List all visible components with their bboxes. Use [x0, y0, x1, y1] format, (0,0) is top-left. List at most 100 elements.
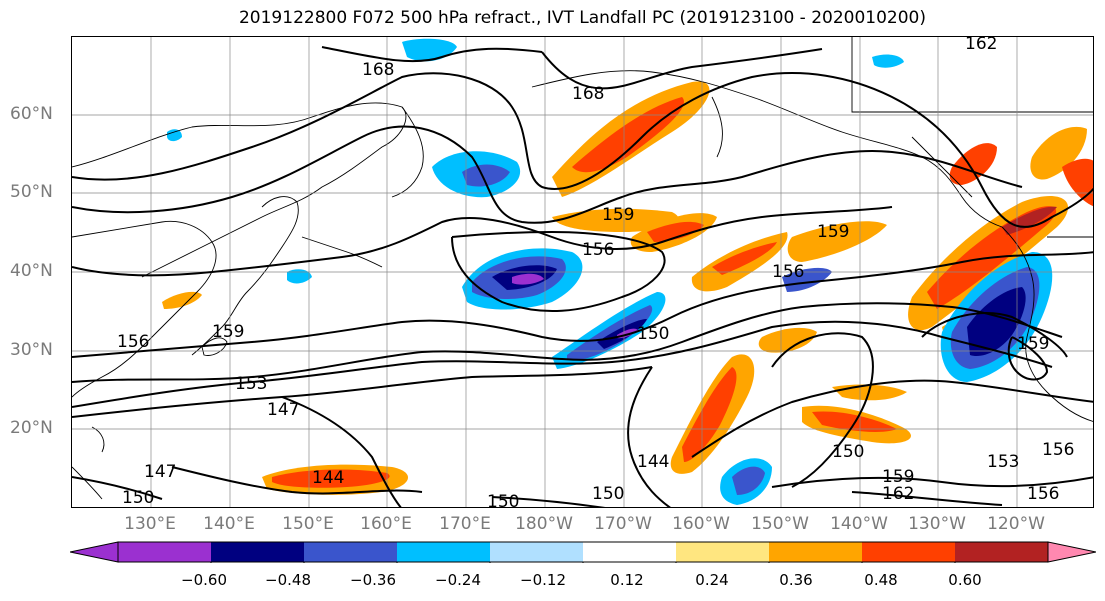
colorbar-segment — [70, 541, 119, 563]
contour-line — [72, 72, 1093, 228]
colorbar-tick-label: 0.60 — [948, 571, 982, 589]
longitude-label: 140°W — [830, 514, 888, 534]
contour-label: 144 — [312, 468, 344, 488]
positive-anomaly-patch — [949, 143, 997, 185]
contour-line — [627, 366, 671, 507]
negative-anomaly-patch — [967, 287, 1026, 357]
colorbar-segment — [862, 542, 955, 562]
contour-labels: 168 168 162 159 159 156 156 156 159 150 … — [117, 37, 1074, 508]
longitude-label: 160°W — [672, 514, 730, 534]
coastline — [711, 96, 723, 158]
positive-anomaly-patch — [1030, 126, 1087, 180]
coastline — [72, 102, 407, 278]
contour-label: 150 — [832, 442, 864, 462]
longitude-label: 150°W — [751, 514, 809, 534]
height-contours — [72, 46, 1093, 507]
contour-line — [1007, 336, 1049, 381]
colorbar — [70, 541, 1096, 563]
positive-anomaly-patch — [647, 221, 704, 242]
longitude-label: 150°E — [282, 514, 334, 534]
longitude-label: 130°E — [124, 514, 176, 534]
contour-label: 156 — [1027, 484, 1059, 504]
latitude-label-50n: 50°N — [10, 182, 53, 202]
positive-anomaly-patch — [758, 327, 817, 353]
colorbar-segment — [583, 542, 676, 562]
colorbar-segment — [211, 542, 304, 562]
positive-anomaly-patch — [787, 221, 887, 262]
contour-line — [921, 312, 1068, 358]
coastline — [1001, 226, 1093, 422]
contour-label: 150 — [122, 488, 154, 508]
contour-line — [72, 476, 163, 500]
colorbar-tick-label: −0.24 — [435, 571, 481, 589]
colorbar-tick-label: −0.48 — [265, 571, 311, 589]
contour-label: 162 — [882, 484, 914, 504]
latitude-label-30n: 30°N — [10, 340, 53, 360]
map-title: 2019122800 F072 500 hPa refract., IVT La… — [238, 8, 926, 28]
contour-label: 156 — [1042, 440, 1074, 460]
negative-anomaly-patch — [567, 305, 653, 361]
latitude-label-60n: 60°N — [10, 104, 53, 124]
negative-anomaly-patch — [782, 267, 832, 292]
contour-line — [171, 466, 423, 495]
longitude-label: 120°W — [987, 514, 1045, 534]
colorbar-segments — [70, 541, 1096, 563]
negative-anomaly-patch — [872, 54, 904, 68]
contour-label: 159 — [817, 222, 849, 242]
contour-label: 150 — [592, 484, 624, 504]
negative-anomaly-patch — [167, 129, 182, 142]
coastline — [391, 106, 424, 198]
contour-label: 156 — [582, 240, 614, 260]
coastline — [191, 196, 299, 356]
colorbar-tick-label: −0.12 — [520, 571, 566, 589]
colorbar-tick-label: −0.36 — [350, 571, 396, 589]
coastline — [72, 466, 103, 500]
positive-anomaly-patch — [162, 291, 202, 309]
contour-line — [451, 230, 666, 313]
contour-label: 147 — [267, 400, 299, 420]
colorbar-tick-label: 0.24 — [695, 571, 729, 589]
positive-anomaly-patch — [572, 97, 684, 173]
coastline — [91, 426, 105, 453]
colorbar-segment — [397, 542, 490, 562]
map-panel: 168 168 162 159 159 156 156 156 159 150 … — [71, 36, 1094, 508]
latitude-label-20n: 20°N — [10, 418, 53, 438]
contour-line — [771, 332, 874, 488]
longitude-label: 170°W — [594, 514, 652, 534]
contour-label: 144 — [637, 452, 669, 472]
colorbar-tick-label: −0.60 — [181, 571, 227, 589]
contour-label: 153 — [235, 374, 267, 394]
negative-anomaly-patch — [287, 269, 312, 284]
coastline-layer — [72, 37, 1093, 500]
contour-label: 159 — [602, 205, 634, 225]
colorbar-ticks — [210, 562, 956, 563]
colorbar-segment — [676, 542, 769, 562]
longitude-label: 140°E — [203, 514, 255, 534]
colorbar-segment — [304, 542, 397, 562]
contour-label: 168 — [572, 84, 604, 104]
positive-anomaly-patch — [272, 469, 390, 488]
colorbar-segment — [1047, 541, 1096, 563]
anomaly-fill-layer — [162, 38, 1093, 505]
colorbar-tick-label: 0.36 — [779, 571, 813, 589]
contour-line — [491, 496, 606, 507]
colorbar-tick-label: 0.48 — [864, 571, 898, 589]
longitude-label: 160°E — [360, 514, 412, 534]
coastline — [301, 236, 383, 268]
coastline — [201, 337, 228, 356]
colorbar-segment — [955, 542, 1048, 562]
latitude-label-40n: 40°N — [10, 261, 53, 281]
contour-line — [281, 396, 402, 507]
contour-line — [691, 379, 1093, 458]
contour-line — [771, 476, 1093, 488]
contour-label: 162 — [965, 37, 997, 54]
coastline — [531, 70, 1003, 228]
contour-label: 168 — [362, 60, 394, 80]
negative-anomaly-patch — [402, 38, 457, 62]
longitude-label: 130°W — [908, 514, 966, 534]
contour-label: 159 — [1017, 334, 1049, 354]
longitude-label: 170°E — [439, 514, 491, 534]
contour-label: 156 — [772, 262, 804, 282]
contour-label: 150 — [487, 492, 519, 508]
contour-line — [72, 251, 1093, 358]
